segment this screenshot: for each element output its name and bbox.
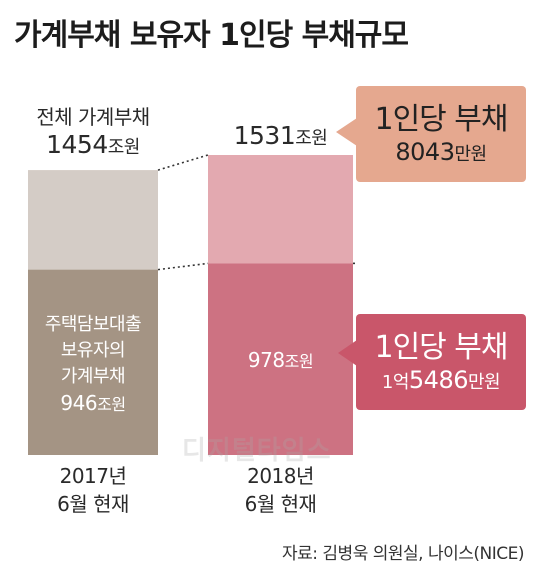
x-label-2017: 2017년 6월 현재 (28, 462, 158, 518)
page-title: 가계부채 보유자 1인당 부채규모 (14, 18, 409, 53)
callout-2-unit: 만원 (467, 372, 501, 393)
connector-mortgage (157, 262, 209, 271)
x-label-2018: 2018년 6월 현재 (208, 462, 353, 518)
unit-2017-total: 조원 (107, 137, 141, 158)
bar-2018-total-label: 1531조원 (208, 121, 353, 150)
mortgage-line-3: 가계부채 (60, 366, 126, 387)
x-label-2018-year: 2018년 (247, 464, 314, 488)
callout-per-person-total: 1인당 부채 8043만원 (356, 86, 526, 182)
callout-1-value: 8043 (395, 138, 455, 166)
mortgage-line-1: 주택담보대출 (44, 314, 142, 335)
mortgage-line-2: 보유자의 (60, 340, 126, 361)
unit-2018-total: 조원 (295, 128, 328, 149)
x-label-2018-period: 6월 현재 (244, 492, 317, 516)
bar-2017-mortgage-label: 주택담보대출 보유자의 가계부채 946조원 (28, 312, 158, 418)
bar-2017년-other-segment (28, 170, 158, 270)
bar-2017-total-label: 전체 가계부채 1454조원 (18, 101, 168, 159)
callout-1-pointer (336, 118, 357, 146)
total-label-text: 전체 가계부채 (36, 105, 150, 129)
bar-2018년-other-segment (208, 155, 353, 264)
source-note: 자료: 김병욱 의원실, 나이스(NICE) (282, 544, 525, 564)
mortgage-value-2018: 978 (247, 348, 285, 372)
bar-2017년-mortgage-segment (28, 269, 158, 455)
callout-per-person-mortgage: 1인당 부채 1억5486만원 (356, 314, 526, 410)
bar-2018년-mortgage-segment (208, 263, 353, 455)
callout-2-title: 1인당 부채 (374, 330, 508, 365)
total-value-2017: 1454 (46, 130, 108, 159)
connector-total (157, 154, 209, 171)
bar-2018-mortgage-label: 978조원 (208, 348, 353, 372)
x-label-2017-year: 2017년 (59, 464, 127, 488)
watermark: 디지털타임스 (182, 436, 332, 466)
unit-2018-mortgage: 조원 (284, 352, 314, 371)
callout-2-prefix: 1억 (381, 372, 410, 393)
callout-1-unit: 만원 (454, 144, 487, 165)
callout-2-pointer (338, 340, 357, 366)
unit-2017-mortgage: 조원 (97, 395, 126, 414)
x-label-2017-period: 6월 현재 (57, 492, 129, 516)
mortgage-value-2017: 946 (60, 391, 98, 415)
total-value-2018: 1531 (233, 121, 296, 150)
callout-1-title: 1인당 부채 (374, 102, 508, 137)
callout-2-value: 5486 (408, 366, 469, 394)
